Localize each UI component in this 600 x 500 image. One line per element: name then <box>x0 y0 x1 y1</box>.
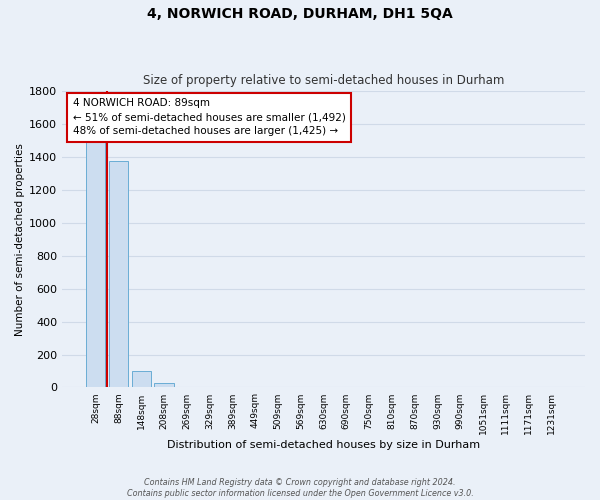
X-axis label: Distribution of semi-detached houses by size in Durham: Distribution of semi-detached houses by … <box>167 440 480 450</box>
Bar <box>86 142 105 388</box>
Bar <box>154 384 173 388</box>
Text: 4, NORWICH ROAD, DURHAM, DH1 5QA: 4, NORWICH ROAD, DURHAM, DH1 5QA <box>147 8 453 22</box>
Title: Size of property relative to semi-detached houses in Durham: Size of property relative to semi-detach… <box>143 74 504 87</box>
Bar <box>131 371 151 388</box>
Bar <box>109 161 128 388</box>
Text: 4 NORWICH ROAD: 89sqm
← 51% of semi-detached houses are smaller (1,492)
48% of s: 4 NORWICH ROAD: 89sqm ← 51% of semi-deta… <box>73 98 346 136</box>
Text: Contains HM Land Registry data © Crown copyright and database right 2024.
Contai: Contains HM Land Registry data © Crown c… <box>127 478 473 498</box>
Y-axis label: Number of semi-detached properties: Number of semi-detached properties <box>15 143 25 336</box>
